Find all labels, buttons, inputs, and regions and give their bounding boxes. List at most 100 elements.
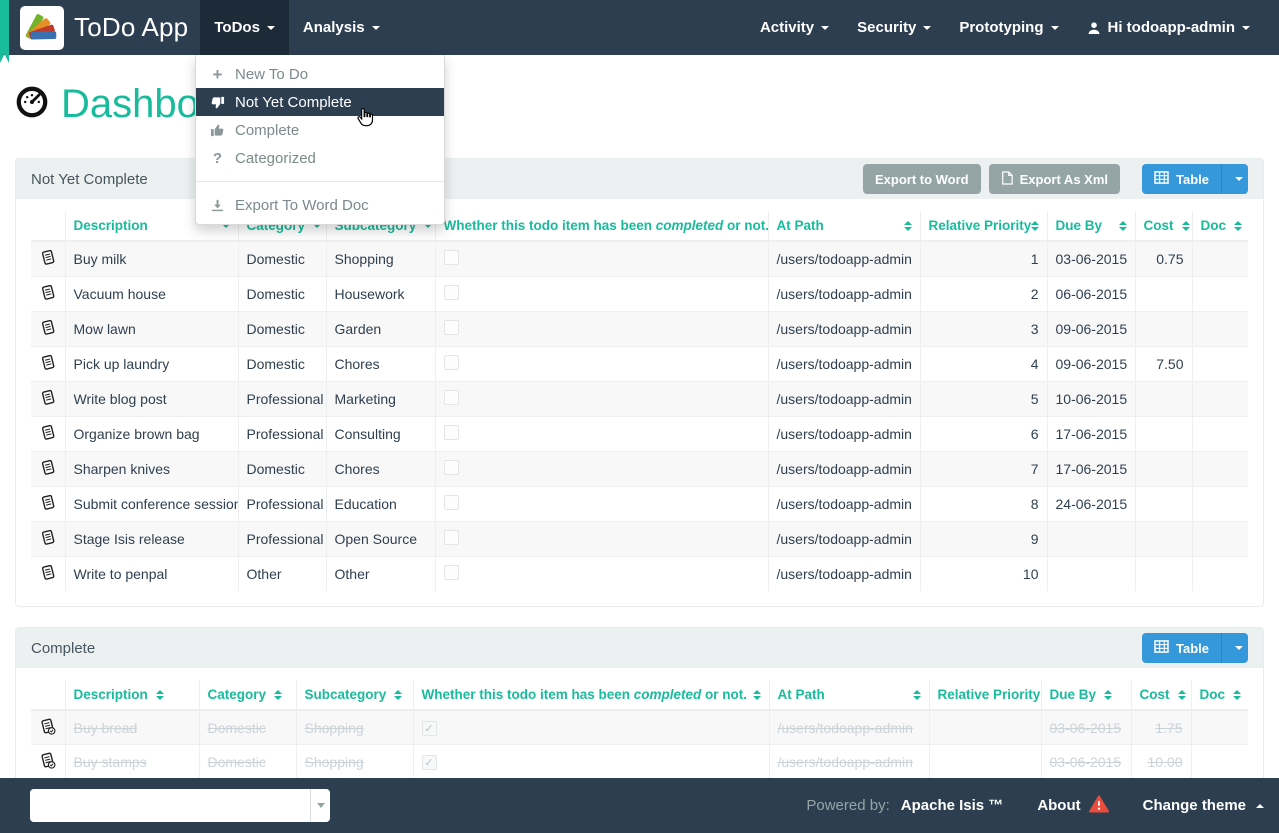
complete-checkbox[interactable] xyxy=(443,530,459,545)
menu-item-export-to-word-doc[interactable]: Export To Word Doc xyxy=(196,191,444,219)
cell-complete xyxy=(412,744,769,778)
table-row[interactable]: Organize brown bag Professional Consulti… xyxy=(31,416,1248,452)
cell-category: Other xyxy=(237,556,326,591)
menu-item-new-to-do[interactable]: + New To Do xyxy=(196,60,444,88)
file-icon xyxy=(1001,170,1013,188)
cell-due-by: 06-06-2015 xyxy=(1046,276,1135,312)
column-header-at-path[interactable]: At Path xyxy=(767,211,920,242)
cell-description: Write blog post xyxy=(64,381,238,417)
table-row[interactable]: Stage Isis release Professional Open Sou… xyxy=(31,521,1248,557)
column-header-cost[interactable]: Cost xyxy=(1134,211,1192,242)
column-header-relative-priority[interactable]: Relative Priority xyxy=(919,211,1047,242)
export-to-word-button[interactable]: Export to Word xyxy=(862,164,981,194)
todo-item-icon-cell xyxy=(31,240,65,277)
todo-item-icon[interactable] xyxy=(39,319,56,336)
table-row[interactable]: Buy bread Domestic Shopping /users/todoa… xyxy=(31,709,1248,745)
cell-subcategory: Marketing xyxy=(325,381,435,417)
complete-checkbox[interactable] xyxy=(443,355,459,370)
column-header-subcategory[interactable]: Subcategory xyxy=(295,680,413,711)
brand-link[interactable]: ToDo App xyxy=(0,0,200,55)
apache-isis-link[interactable]: Apache Isis ™ xyxy=(900,797,1004,814)
combobox-caret-button[interactable] xyxy=(311,789,330,822)
complete-checkbox[interactable] xyxy=(443,425,459,440)
column-header-cost[interactable]: Cost xyxy=(1130,680,1191,711)
column-header-due-by[interactable]: Due By xyxy=(1046,211,1135,242)
cell-due-by xyxy=(1046,521,1135,557)
complete-checkbox[interactable] xyxy=(443,460,459,475)
column-header-complete[interactable]: Whether this todo item has been complete… xyxy=(412,680,769,711)
column-header-description[interactable]: Description xyxy=(64,680,199,711)
todo-item-icon[interactable] xyxy=(39,564,56,581)
table-row[interactable]: Submit conference session Professional E… xyxy=(31,486,1248,522)
footer-combobox[interactable] xyxy=(30,789,330,822)
nav-menu-user[interactable]: Hi todoapp-admin xyxy=(1073,0,1265,55)
column-header-complete[interactable]: Whether this todo item has been complete… xyxy=(434,211,768,242)
table-view-caret-button[interactable] xyxy=(1221,633,1248,663)
cell-relative-priority: 1 xyxy=(919,240,1047,277)
todo-item-done-icon[interactable] xyxy=(39,752,56,769)
column-header-at-path[interactable]: At Path xyxy=(768,680,929,711)
table-view-button[interactable]: Table xyxy=(1142,164,1221,194)
table-row[interactable]: Write to penpal Other Other /users/todoa… xyxy=(31,556,1248,591)
column-header-doc[interactable]: Doc xyxy=(1191,211,1248,242)
complete-checkbox[interactable] xyxy=(443,565,459,580)
complete-checkbox[interactable] xyxy=(443,495,459,510)
complete-checkbox[interactable] xyxy=(443,390,459,405)
about-link[interactable]: About xyxy=(1037,795,1109,817)
complete-checkbox[interactable] xyxy=(421,755,437,770)
cell-description: Vacuum house xyxy=(64,276,238,312)
footer-combobox-input[interactable] xyxy=(30,789,310,822)
table-row[interactable]: Vacuum house Domestic Housework /users/t… xyxy=(31,276,1248,312)
cell-relative-priority xyxy=(928,709,1041,745)
todo-item-icon[interactable] xyxy=(39,249,56,266)
nav-menu-todos[interactable]: ToDos xyxy=(200,0,289,55)
todo-item-icon[interactable] xyxy=(39,459,56,476)
nav-menu-security[interactable]: Security xyxy=(843,0,945,55)
complete-checkbox[interactable] xyxy=(443,320,459,335)
chevron-down-icon xyxy=(1234,177,1243,181)
cell-doc xyxy=(1191,521,1248,557)
table-view-button[interactable]: Table xyxy=(1142,633,1221,663)
menu-item-complete[interactable]: Complete xyxy=(196,116,444,144)
todo-item-icon[interactable] xyxy=(39,284,56,301)
table-row[interactable]: Pick up laundry Domestic Chores /users/t… xyxy=(31,346,1248,382)
cell-doc xyxy=(1191,556,1248,591)
column-header-category[interactable]: Category xyxy=(198,680,296,711)
todo-item-icon[interactable] xyxy=(39,389,56,406)
nav-menu-prototyping[interactable]: Prototyping xyxy=(945,0,1072,55)
cell-category: Domestic xyxy=(198,744,296,778)
sort-icon xyxy=(1031,220,1040,231)
table-row[interactable]: Buy stamps Domestic Shopping /users/todo… xyxy=(31,744,1248,778)
table-row[interactable]: Buy milk Domestic Shopping /users/todoap… xyxy=(31,240,1248,277)
menu-item-not-yet-complete[interactable]: Not Yet Complete xyxy=(196,88,444,116)
todo-item-icon[interactable] xyxy=(39,354,56,371)
cell-category: Domestic xyxy=(237,311,326,347)
complete-checkbox[interactable] xyxy=(421,721,437,736)
sort-desc-icon xyxy=(313,223,322,228)
navbar: ToDo App ToDos Analysis Activity Securit… xyxy=(0,0,1279,63)
table-row[interactable]: Write blog post Professional Marketing /… xyxy=(31,381,1248,417)
todo-item-icon[interactable] xyxy=(39,494,56,511)
todo-item-done-icon[interactable] xyxy=(39,718,56,735)
todo-item-icon[interactable] xyxy=(39,424,56,441)
column-header-due-by[interactable]: Due By xyxy=(1040,680,1131,711)
complete-checkbox[interactable] xyxy=(443,250,459,265)
table-row[interactable]: Mow lawn Domestic Garden /users/todoapp-… xyxy=(31,311,1248,347)
nav-menu-analysis[interactable]: Analysis xyxy=(289,0,394,55)
change-theme-link[interactable]: Change theme xyxy=(1143,797,1264,814)
menu-item-categorized[interactable]: ? Categorized xyxy=(196,144,444,172)
column-header-relative-priority[interactable]: Relative Priority xyxy=(928,680,1041,711)
footer: Powered by: Apache Isis ™ About Change t… xyxy=(0,778,1279,833)
todo-item-icon[interactable] xyxy=(39,529,56,546)
todo-item-icon-cell xyxy=(31,451,65,487)
complete-checkbox[interactable] xyxy=(443,285,459,300)
column-header-doc[interactable]: Doc xyxy=(1190,680,1248,711)
nav-menu-activity[interactable]: Activity xyxy=(746,0,843,55)
chevron-down-icon xyxy=(1234,646,1243,650)
todo-item-icon-cell xyxy=(31,276,65,312)
todo-item-icon-cell xyxy=(31,346,65,382)
table-row[interactable]: Sharpen knives Domestic Chores /users/to… xyxy=(31,451,1248,487)
export-as-xml-button[interactable]: Export As Xml xyxy=(988,164,1120,194)
cell-doc xyxy=(1191,346,1248,382)
table-view-caret-button[interactable] xyxy=(1221,164,1248,194)
